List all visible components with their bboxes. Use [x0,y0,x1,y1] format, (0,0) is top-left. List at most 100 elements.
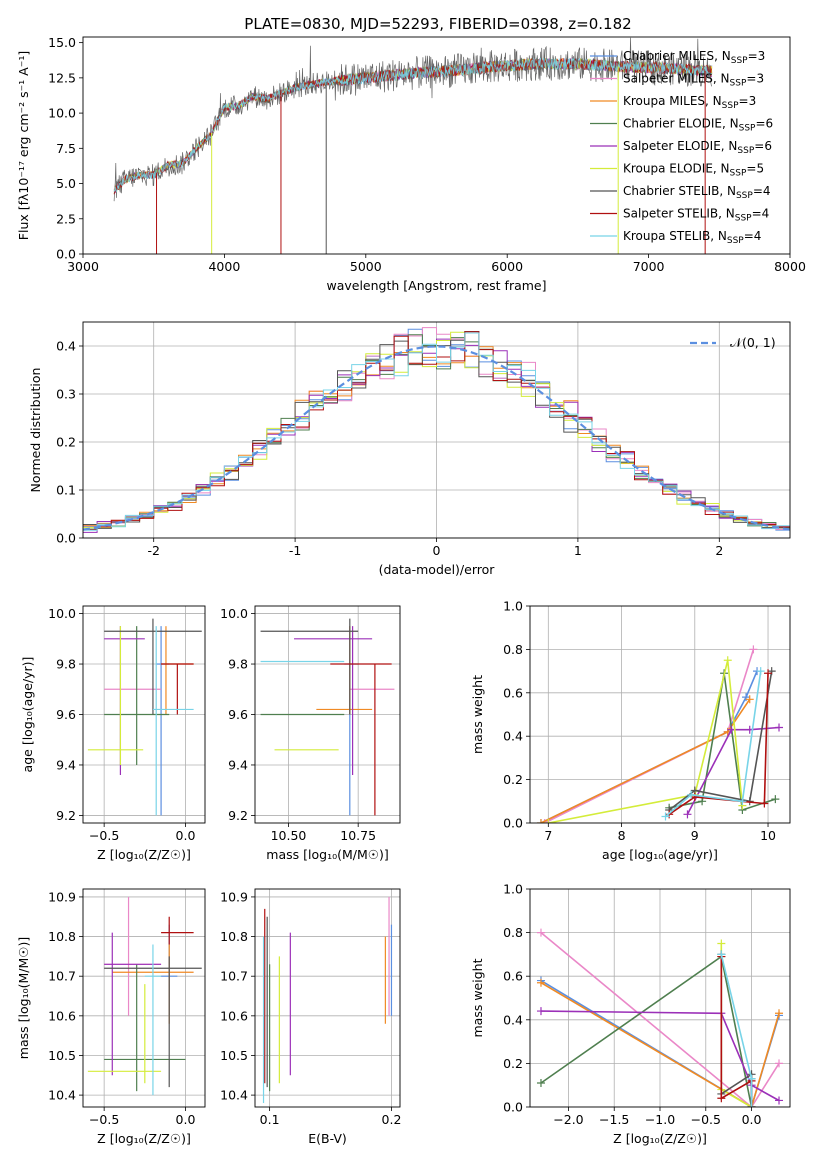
panel-mass-vs-Z: −0.5 0.0 10.4 10.5 10.6 10.7 10.8 10.9 Z [log₁₀(… [16,888,206,1146]
y-axis-label: mass [log₁₀(M/M☉)] [16,937,31,1059]
y-tick-label: 9.8 [56,657,76,672]
spectrum-line [113,37,713,202]
legend-label: Kroupa ELODIE, NSSP=5 [623,162,764,179]
mass-weight-point [764,669,773,678]
x-tick-label: 3000 [67,259,99,274]
plot-area [255,606,400,823]
mass-weight-point [536,1079,545,1088]
legend-label: Chabrier ELODIE, NSSP=6 [623,117,773,134]
x-axis-label: wavelength [Angstrom, rest frame] [326,278,546,293]
x-tick-label: −0.5 [89,828,119,843]
y-tick-label: 9.2 [228,808,248,823]
legend-label: 𝒩(0, 1) [730,335,776,350]
panel-mass-weight-vs-Z: −2.0 −1.5 −1.0 −0.5 0.0 0.0 0.2 0.4 0.6 0.8 1.0 Z [… [470,882,791,1146]
x-tick-label: 6000 [491,259,523,274]
y-tick-label: 0.4 [56,339,76,354]
y-tick-label: 1.0 [503,599,523,614]
y-tick-label: 10.5 [220,1048,248,1063]
y-tick-label: 0.1 [56,483,76,498]
panel-age-vs-Z: −0.5 0.0 9.2 9.4 9.6 9.8 10.0 Z [log₁₀(Z/Z☉)] ag… [20,605,206,862]
mass-weight-line [548,660,744,823]
y-tick-label: 10.6 [220,1008,248,1023]
axes-frame [82,321,791,539]
mass-weight-point [717,1094,726,1103]
y-tick-label: 2.5 [56,211,76,226]
mass-weight-point [771,795,780,804]
y-tick-label: 0.4 [503,1012,523,1027]
x-tick-label: 0.0 [176,1112,196,1127]
mass-weight-line [686,726,780,815]
mass-weight-point [683,810,692,819]
y-axis-label: age [log₁₀(age/yr)] [20,657,35,773]
y-tick-label: 10.4 [48,1088,76,1103]
y-tick-label: 10.9 [220,889,248,904]
mass-weight-line [540,1010,780,1102]
y-tick-label: 9.6 [56,707,76,722]
y-tick-label: 1.0 [503,882,523,897]
panel-age-vs-mass: 10.50 10.75 9.2 9.4 9.6 9.8 10.0 mass [log₁₀(M/… [220,605,401,862]
x-tick-label: 0.2 [382,1112,402,1127]
mass-weight-point [698,797,707,806]
mass-weight-point [775,1096,784,1105]
x-axis-label: Z [log₁₀(Z/Z☉)] [97,1131,191,1146]
x-axis-label: E(B-V) [308,1131,347,1146]
mass-weight-point [544,819,553,823]
y-tick-label: 10.9 [48,889,76,904]
y-tick-label: 12.5 [48,70,76,85]
mass-weight-point [536,928,545,937]
mass-weight-point [717,939,726,948]
y-tick-label: 9.8 [228,657,248,672]
x-tick-label: 1 [574,543,582,558]
plot-area [83,606,205,823]
y-tick-label: 5.0 [56,176,76,191]
x-tick-label: −0.5 [691,1112,721,1127]
x-axis-label: Z [log₁₀(Z/Z☉)] [613,1131,707,1146]
plot-area [83,889,205,1107]
y-axis-label: Normed distribution [28,368,43,493]
y-tick-label: 10.7 [48,969,76,984]
y-tick-label: 7.5 [56,141,76,156]
panels: 3000 4000 5000 6000 7000 80000.02.55.07.510.0… [16,35,806,1146]
mass-weight-line [664,670,762,818]
y-axis-label: mass weight [470,675,485,754]
x-tick-label: 10.75 [340,828,376,843]
mass-weight-point [756,667,765,676]
mass-weight-point [747,1074,756,1083]
x-tick-label: -2 [147,543,159,558]
x-tick-label: 10.50 [271,828,307,843]
y-tick-label: 0.6 [503,969,523,984]
x-tick-label: 0.0 [742,1112,762,1127]
x-tick-label: 0.0 [176,828,196,843]
plot-area [530,889,790,1107]
y-tick-label: 0.8 [503,925,523,940]
mass-weight-point [745,695,754,704]
legend-label: Kroupa MILES, NSSP=3 [623,94,756,111]
legend-label: Salpeter ELODIE, NSSP=6 [623,139,772,156]
y-tick-label: 9.2 [56,808,76,823]
spectrum-legend: Chabrier MILES, NSSP=3 Salpeter MILES, NS… [590,49,773,246]
mass-weight-point [717,950,726,959]
x-tick-label: 5000 [350,259,382,274]
x-tick-label: 0.1 [260,1112,280,1127]
y-tick-label: 10.4 [220,1088,248,1103]
y-tick-label: 10.7 [220,969,248,984]
y-tick-label: 0.0 [503,1100,523,1115]
x-tick-label: -1 [289,543,301,558]
axes-frame [82,36,791,255]
mass-weight-line [540,982,780,1107]
spectrum-line [113,57,713,193]
axes-frame [529,888,791,1108]
y-tick-label: 10.0 [48,106,76,121]
y-tick-label: 0.4 [503,729,523,744]
x-tick-label: 0 [433,543,441,558]
mass-weight-point [775,1009,784,1018]
mass-weight-line [540,955,753,1107]
plot-area [255,889,400,1107]
mass-weight-point [738,797,747,806]
axes-frame [82,605,206,824]
legend-label: Salpeter MILES, NSSP=3 [623,72,764,89]
x-axis-label: Z [log₁₀(Z/Z☉)] [97,847,191,862]
plot-area [113,37,713,254]
axes-frame [254,888,401,1108]
x-tick-label: 7 [544,828,552,843]
